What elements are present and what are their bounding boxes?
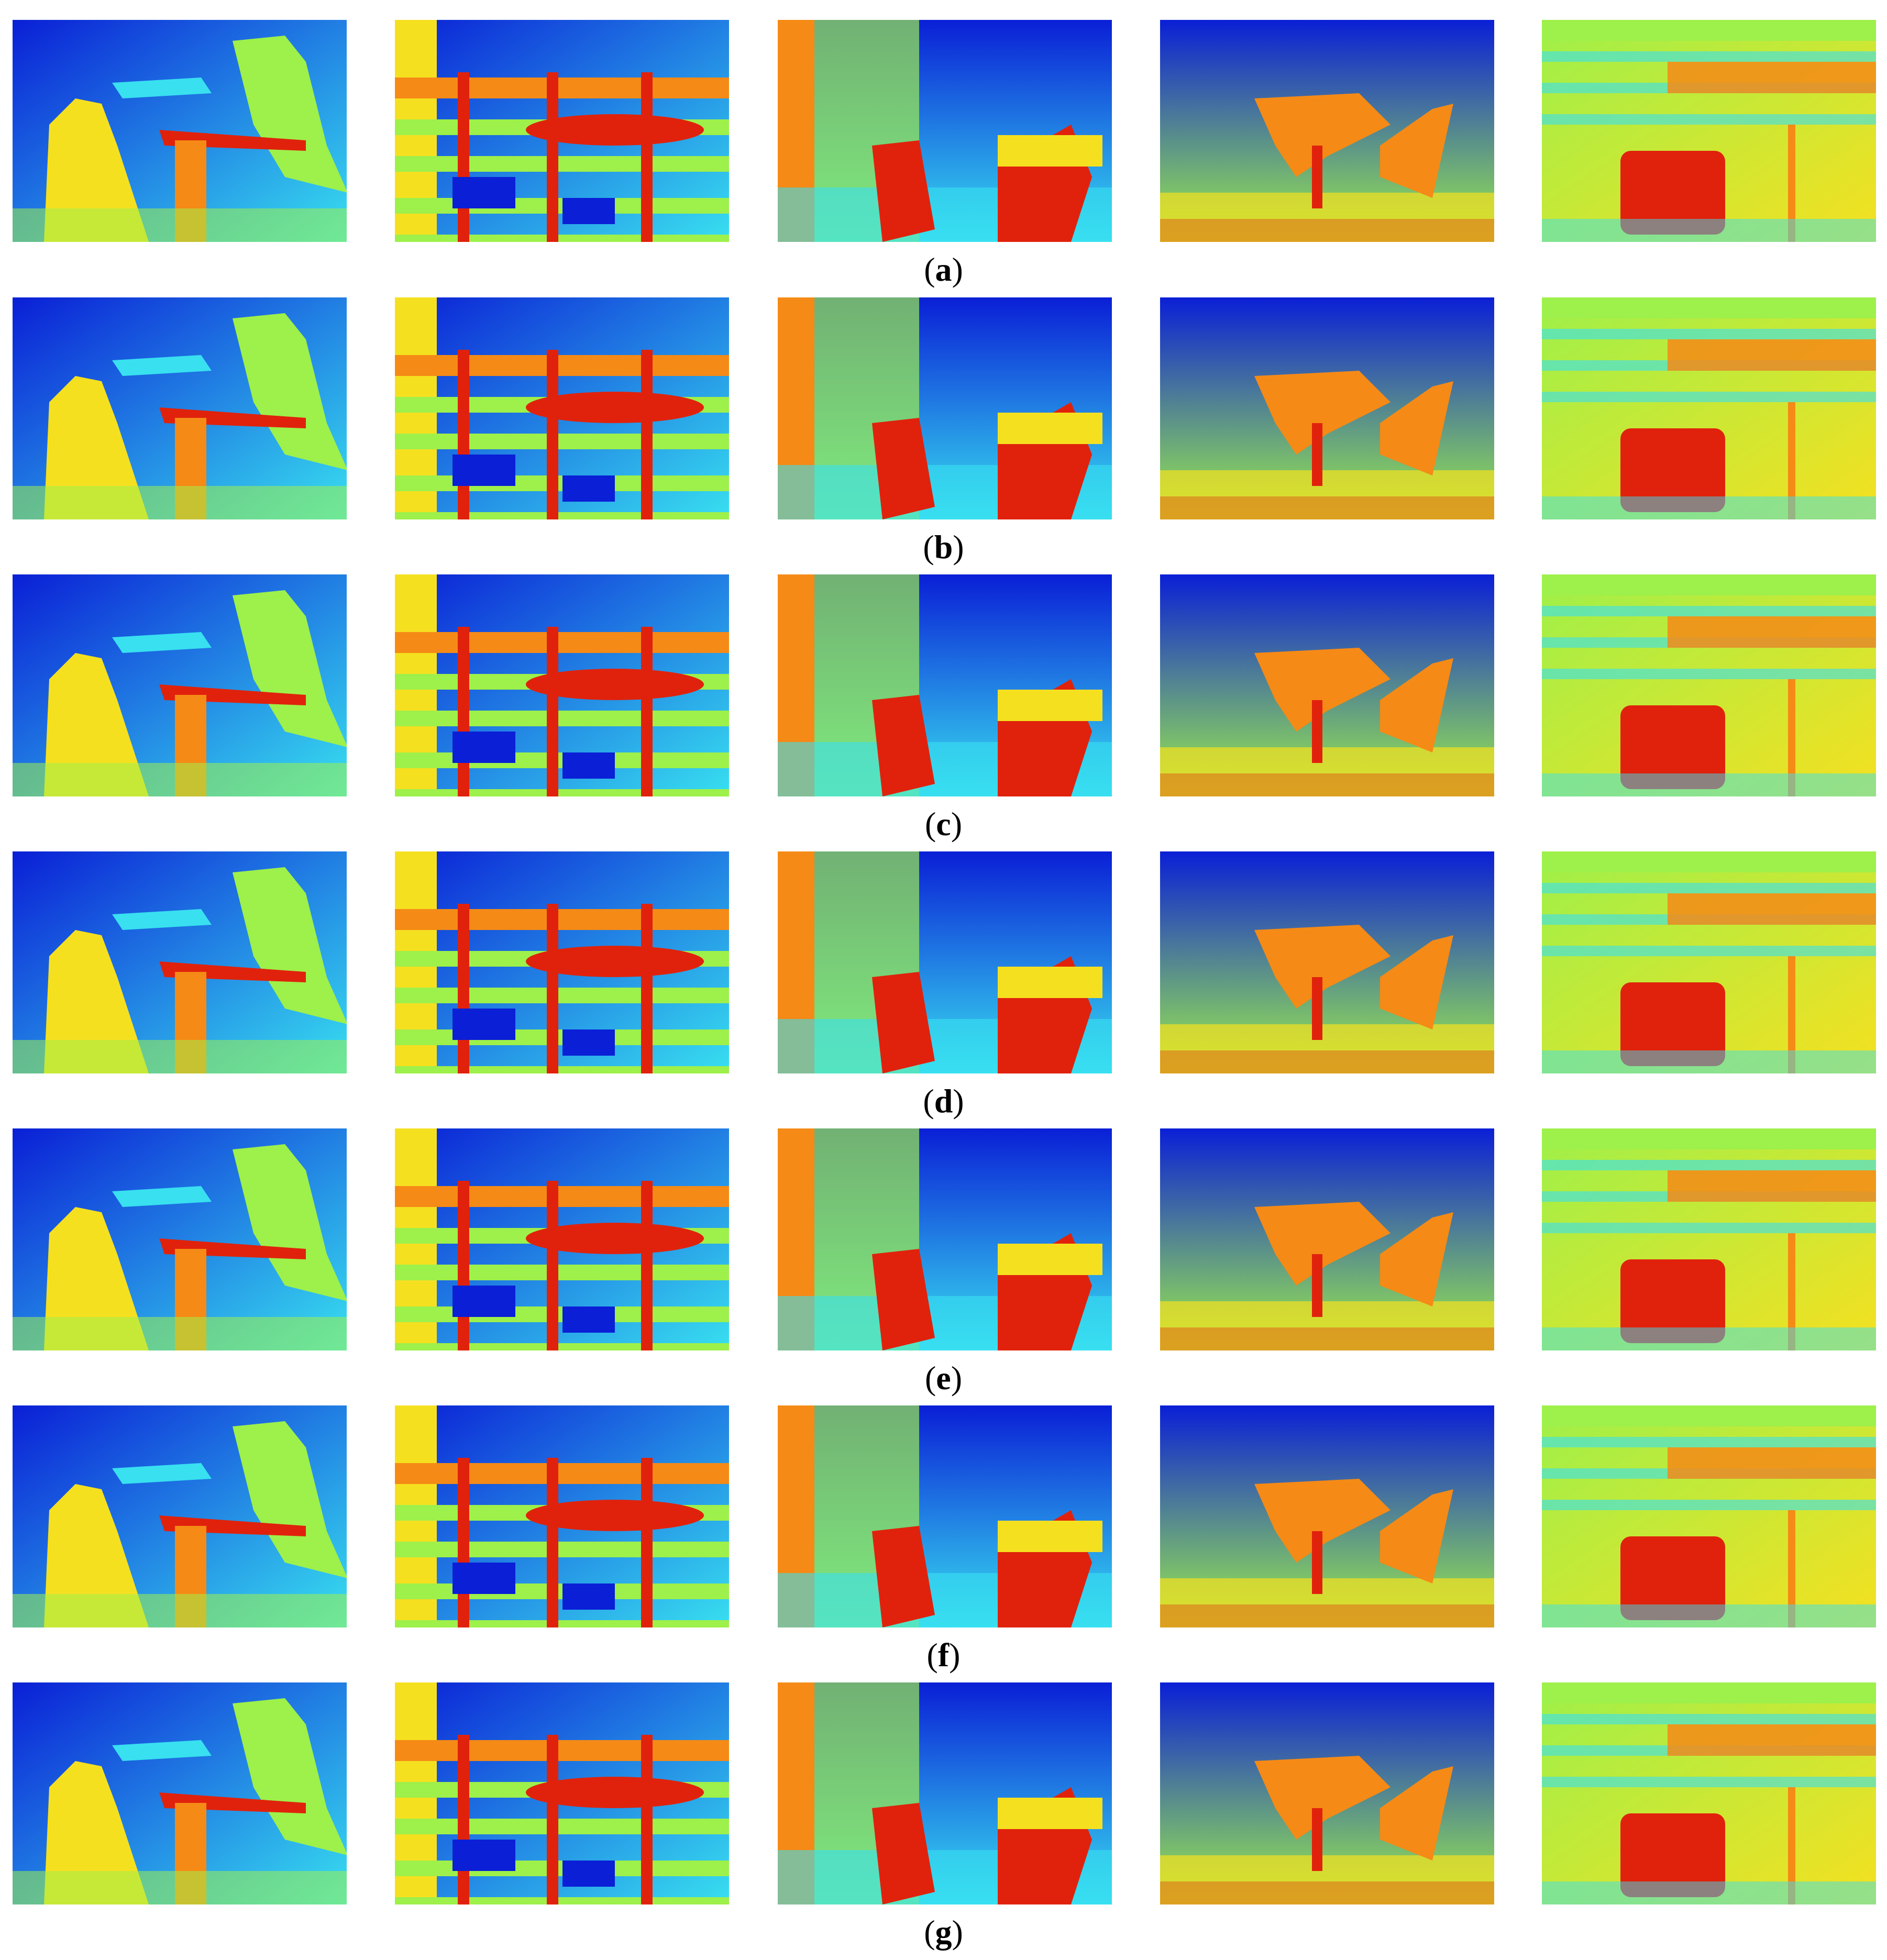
disparity-map-scene-2-shelf: [395, 851, 729, 1073]
subfigure-label-close: ): [952, 251, 963, 288]
subfigure-label: (d): [0, 1078, 1887, 1125]
figure-row-c: (c): [0, 574, 1887, 852]
disparity-map-scene-4-table: [1160, 20, 1494, 242]
disparity-map-scene-1-chair: [13, 1128, 347, 1350]
figure-row-g: (g): [0, 1682, 1887, 1960]
disparity-map-scene-1-chair: [13, 574, 347, 796]
subfigure-label-open: (: [924, 1913, 935, 1951]
disparity-map-scene-1-chair: [13, 20, 347, 242]
subfigure-label-letter: f: [937, 1636, 950, 1674]
subfigure-label-letter: g: [935, 1913, 952, 1951]
disparity-map-scene-3-room: [778, 20, 1112, 242]
disparity-map-scene-3-room: [778, 297, 1112, 519]
subfigure-label-open: (: [924, 251, 935, 288]
subfigure-label-letter: d: [934, 1082, 953, 1120]
subfigure-label-close: ): [952, 1913, 963, 1951]
subfigure-label: (c): [0, 801, 1887, 848]
subfigure-label-close: ): [953, 528, 964, 566]
disparity-map-scene-3-room: [778, 1405, 1112, 1627]
disparity-map-scene-5-lab: [1542, 574, 1876, 796]
disparity-map-scene-5-lab: [1542, 1405, 1876, 1627]
subfigure-label-letter: b: [934, 528, 953, 566]
disparity-map-scene-3-room: [778, 1128, 1112, 1350]
subfigure-label: (g): [0, 1909, 1887, 1956]
disparity-map-scene-4-table: [1160, 1128, 1494, 1350]
subfigure-label-open: (: [923, 1082, 934, 1120]
disparity-map-scene-4-table: [1160, 574, 1494, 796]
disparity-map-scene-4-table: [1160, 1682, 1494, 1904]
disparity-map-scene-5-lab: [1542, 1128, 1876, 1350]
subfigure-label-close: ): [951, 1359, 963, 1397]
subfigure-label-close: ): [953, 1082, 964, 1120]
figure-row-e: (e): [0, 1128, 1887, 1406]
subfigure-label-letter: c: [936, 805, 951, 843]
disparity-map-scene-1-chair: [13, 1405, 347, 1627]
disparity-map-scene-2-shelf: [395, 1405, 729, 1627]
disparity-map-scene-2-shelf: [395, 297, 729, 519]
subfigure-label-open: (: [924, 1359, 936, 1397]
disparity-map-scene-4-table: [1160, 851, 1494, 1073]
subfigure-label: (e): [0, 1355, 1887, 1402]
disparity-map-scene-2-shelf: [395, 20, 729, 242]
disparity-map-scene-4-table: [1160, 297, 1494, 519]
disparity-map-scene-2-shelf: [395, 1128, 729, 1350]
subfigure-label-letter: a: [935, 251, 952, 288]
disparity-map-scene-1-chair: [13, 1682, 347, 1904]
disparity-map-scene-3-room: [778, 1682, 1112, 1904]
disparity-map-scene-2-shelf: [395, 1682, 729, 1904]
subfigure-label-open: (: [923, 528, 934, 566]
disparity-map-scene-1-chair: [13, 297, 347, 519]
disparity-map-scene-5-lab: [1542, 20, 1876, 242]
figure-row-d: (d): [0, 851, 1887, 1129]
subfigure-label: (a): [0, 246, 1887, 293]
disparity-map-scene-2-shelf: [395, 574, 729, 796]
disparity-map-scene-3-room: [778, 574, 1112, 796]
disparity-map-scene-5-lab: [1542, 1682, 1876, 1904]
subfigure-label-open: (: [926, 1636, 938, 1674]
subfigure-label-close: ): [949, 1636, 961, 1674]
disparity-map-scene-3-room: [778, 851, 1112, 1073]
figure-row-b: (b): [0, 297, 1887, 575]
subfigure-label-open: (: [924, 805, 936, 843]
figure-row-f: (f): [0, 1405, 1887, 1683]
subfigure-label: (b): [0, 524, 1887, 571]
disparity-map-scene-4-table: [1160, 1405, 1494, 1627]
disparity-map-scene-5-lab: [1542, 851, 1876, 1073]
subfigure-label-letter: e: [936, 1359, 951, 1397]
disparity-map-scene-1-chair: [13, 851, 347, 1073]
subfigure-label: (f): [0, 1632, 1887, 1679]
figure-row-a: (a): [0, 20, 1887, 297]
subfigure-label-close: ): [951, 805, 963, 843]
disparity-map-scene-5-lab: [1542, 297, 1876, 519]
